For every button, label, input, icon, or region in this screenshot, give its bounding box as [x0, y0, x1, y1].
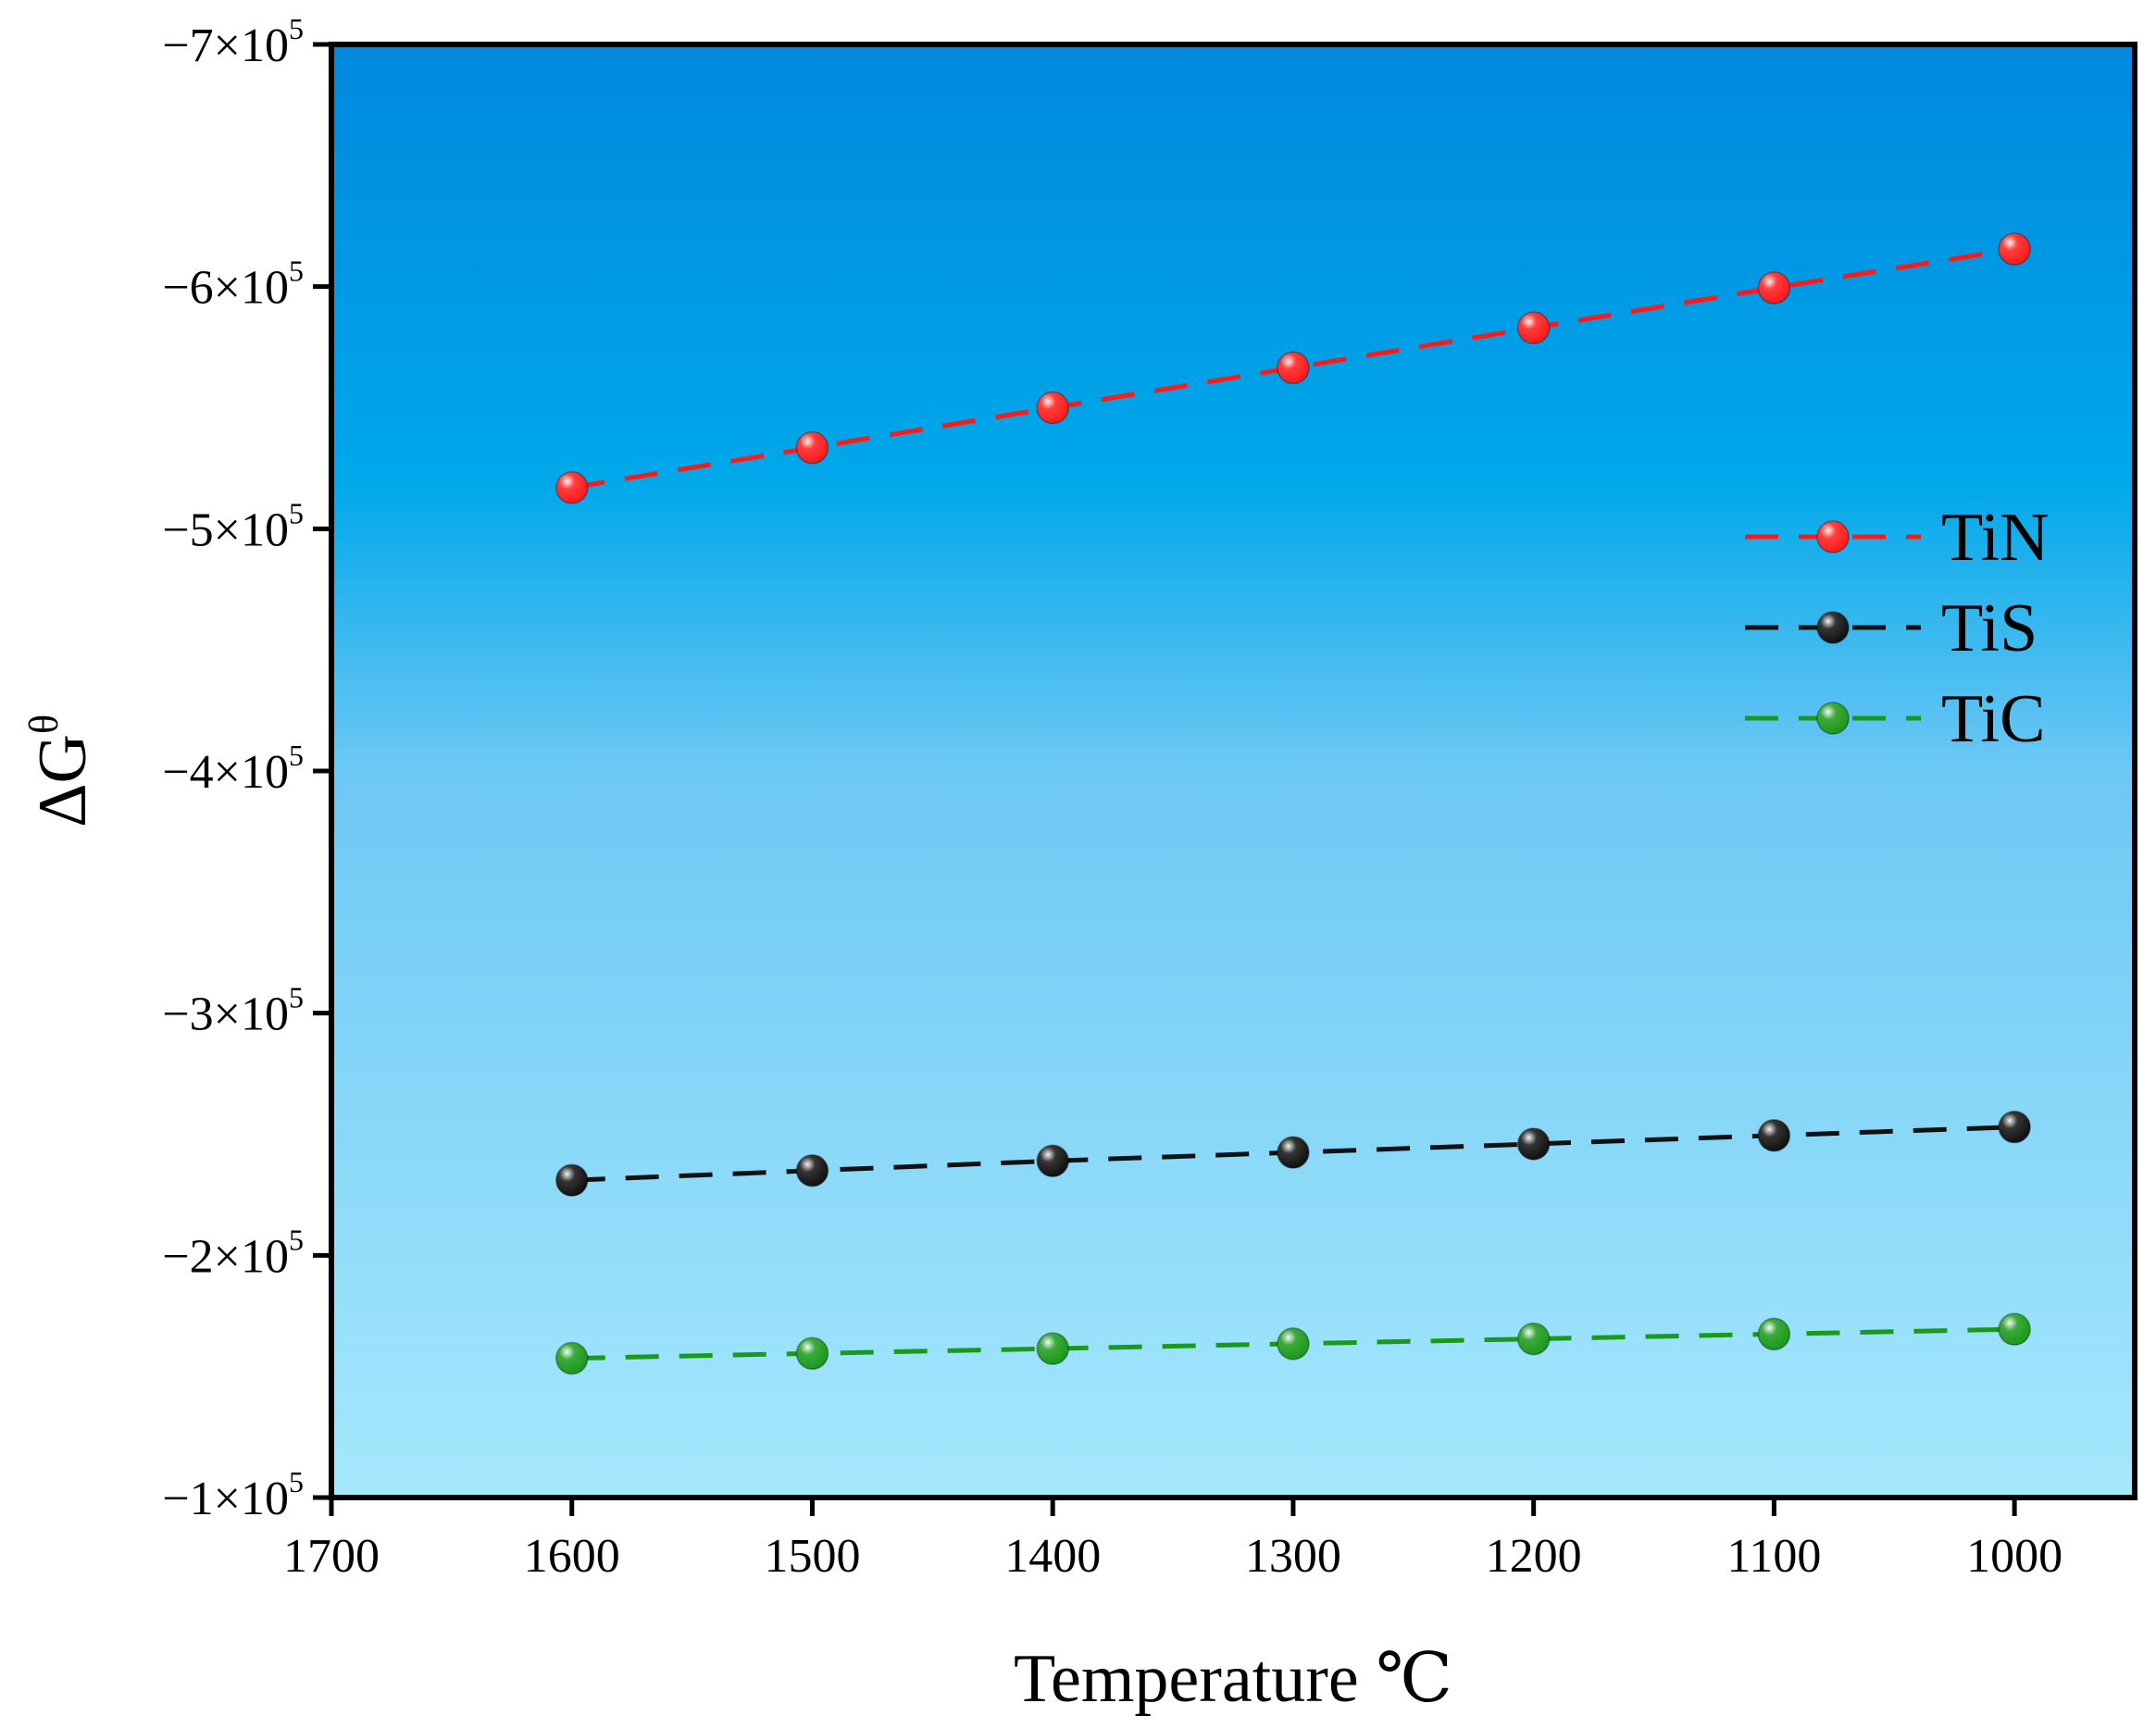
x-tick-label: 1100	[1726, 1530, 1821, 1583]
data-point-tis	[795, 1154, 829, 1187]
y-axis: −7×105 −6×105 −5×105 −4×105 −3×105 −2×105 −1×1…	[162, 12, 331, 1525]
data-point-tic	[1277, 1327, 1310, 1361]
data-point-tic	[555, 1341, 589, 1375]
legend: TiN TiS TiC	[1745, 500, 2050, 757]
data-point-tic	[1998, 1312, 2031, 1346]
y-tick-label: −2×105	[162, 1223, 304, 1283]
y-axis-title: ΔGθ	[21, 715, 101, 827]
data-point-tic	[1757, 1317, 1791, 1351]
legend-item-tin: TiN	[1745, 500, 2050, 576]
x-tick-label: 1500	[764, 1530, 860, 1583]
x-axis-title: Temperature ℃	[1014, 1641, 1452, 1717]
data-point-tic	[1036, 1332, 1069, 1365]
data-point-tic	[1516, 1322, 1551, 1356]
data-point-tis	[555, 1163, 589, 1197]
legend-marker	[1816, 520, 1850, 553]
data-point-tis	[1277, 1136, 1310, 1169]
x-tick-label: 1000	[1966, 1530, 2063, 1583]
x-tick-label: 1600	[524, 1530, 620, 1583]
data-point-tin	[555, 471, 589, 504]
data-point-tis	[1516, 1127, 1551, 1161]
series-layer	[555, 232, 2031, 1375]
data-point-tis	[1036, 1144, 1069, 1178]
x-tick-label: 1400	[1004, 1530, 1101, 1583]
x-tick-label: 1700	[283, 1530, 380, 1583]
data-point-tin	[1516, 311, 1551, 344]
y-tick-label: −5×105	[162, 496, 304, 556]
data-point-tis	[1757, 1119, 1791, 1152]
plot-background	[331, 44, 2135, 1498]
data-point-tis	[1998, 1110, 2031, 1144]
data-point-tin	[795, 430, 829, 465]
y-tick-label: −6×105	[162, 255, 304, 315]
data-point-tin	[1036, 391, 1069, 425]
x-tick-label: 1300	[1245, 1530, 1341, 1583]
x-tick-label: 1200	[1486, 1530, 1582, 1583]
legend-label: TiS	[1941, 591, 2038, 666]
legend-label: TiC	[1941, 681, 2046, 757]
y-tick-label: −4×105	[162, 739, 304, 799]
data-point-tic	[795, 1336, 829, 1371]
legend-marker	[1816, 702, 1850, 735]
data-point-tin	[1277, 351, 1310, 385]
legend-label: TiN	[1941, 500, 2050, 576]
y-tick-label: −7×105	[162, 12, 304, 72]
legend-item-tic: TiC	[1745, 681, 2046, 757]
y-tick-label: −3×105	[162, 981, 304, 1041]
x-axis: 1700 1600 1500 1400 1300 1200 1100 1000	[283, 1498, 2063, 1583]
y-tick-label: −1×105	[162, 1465, 304, 1525]
legend-item-tis: TiS	[1745, 591, 2038, 666]
data-point-tin	[1998, 232, 2031, 266]
data-point-tin	[1757, 271, 1791, 305]
legend-marker	[1816, 611, 1850, 644]
